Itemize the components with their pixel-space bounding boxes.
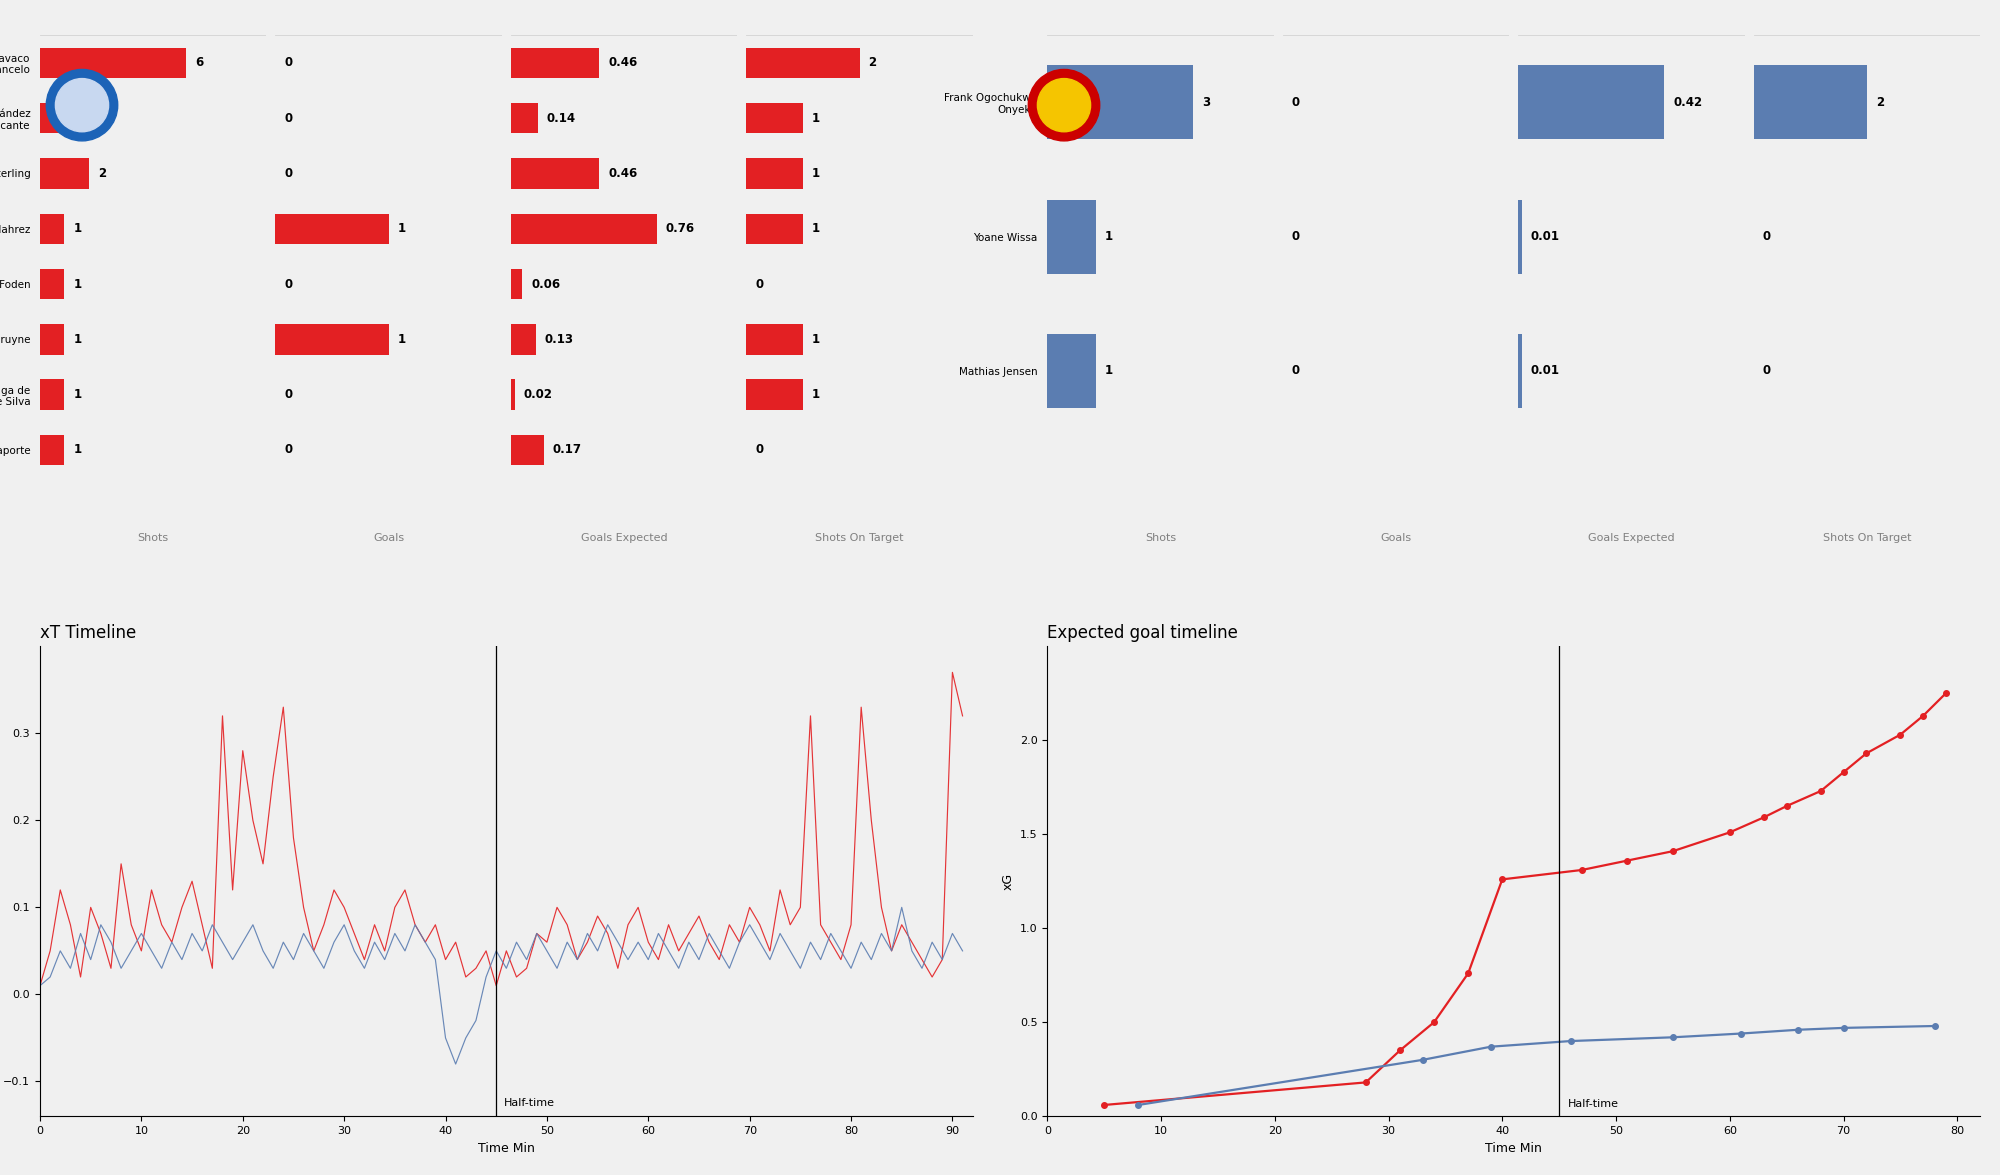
Text: 0: 0 [284,56,292,69]
Text: Half-time: Half-time [1568,1099,1620,1109]
Text: 0: 0 [756,443,764,456]
Text: 0.17: 0.17 [552,443,582,456]
Text: Shots On Target: Shots On Target [816,533,904,544]
Text: 0.46: 0.46 [608,167,638,180]
Text: Half-time: Half-time [504,1097,556,1108]
Text: 2: 2 [98,112,106,125]
Bar [40,324,64,355]
Text: 2: 2 [868,56,876,69]
Bar [276,214,388,244]
Text: 1: 1 [74,277,82,290]
Bar [40,103,88,134]
Text: 0.13: 0.13 [544,333,574,345]
Text: Shots: Shots [1144,533,1176,544]
Bar [510,435,544,465]
Text: Shots: Shots [138,533,168,544]
X-axis label: Time Min: Time Min [478,1142,534,1155]
Text: 1: 1 [398,333,406,345]
Circle shape [1028,69,1100,141]
Text: 3: 3 [1202,96,1210,109]
Bar [510,48,600,78]
Bar [1048,334,1096,408]
Bar [40,380,64,410]
Bar [746,103,802,134]
Text: 0.01: 0.01 [1530,230,1560,243]
Text: 1: 1 [812,112,820,125]
Bar [40,269,64,300]
Text: 0: 0 [284,388,292,401]
Bar [510,159,600,189]
Text: Expected goal timeline: Expected goal timeline [1048,624,1238,642]
Text: 1: 1 [74,443,82,456]
Bar [510,103,538,134]
Bar [1754,66,1866,140]
Text: 0: 0 [1762,364,1770,377]
Text: Goals Expected: Goals Expected [1588,533,1674,544]
Text: 0: 0 [1292,96,1300,109]
Bar [1518,334,1522,408]
Text: 0: 0 [756,277,764,290]
Text: 0.42: 0.42 [1674,96,1702,109]
Text: 1: 1 [74,222,82,235]
Text: 1: 1 [1106,364,1114,377]
Text: 1: 1 [812,167,820,180]
Text: Goals: Goals [374,533,404,544]
Bar [1048,66,1194,140]
Text: 0: 0 [284,167,292,180]
Text: 1: 1 [812,222,820,235]
Text: 2: 2 [98,167,106,180]
Text: xT Timeline: xT Timeline [40,624,136,642]
Bar [746,159,802,189]
Text: 2: 2 [1876,96,1884,109]
Text: 0: 0 [284,277,292,290]
Text: 1: 1 [812,333,820,345]
Text: Shots On Target: Shots On Target [1822,533,1912,544]
Circle shape [1038,79,1090,132]
Text: 0.76: 0.76 [666,222,696,235]
Text: 0.46: 0.46 [608,56,638,69]
Bar [40,435,64,465]
Bar [510,324,536,355]
Y-axis label: xG: xG [1002,873,1014,889]
Bar [746,324,802,355]
Circle shape [56,79,108,132]
Bar [276,324,388,355]
Text: 0.01: 0.01 [1530,364,1560,377]
Bar [40,214,64,244]
Text: 0.14: 0.14 [546,112,576,125]
Bar [1518,66,1664,140]
Text: Goals: Goals [1380,533,1412,544]
Bar [1518,200,1522,274]
Text: 6: 6 [196,56,204,69]
Bar [1048,200,1096,274]
Text: 1: 1 [812,388,820,401]
Text: 0: 0 [284,443,292,456]
Text: 0.06: 0.06 [532,277,560,290]
Text: 0: 0 [1292,230,1300,243]
Text: Goals Expected: Goals Expected [580,533,668,544]
Circle shape [46,69,118,141]
X-axis label: Time Min: Time Min [1486,1142,1542,1155]
Bar [510,269,522,300]
Text: 0: 0 [284,112,292,125]
Bar [746,380,802,410]
Text: 1: 1 [74,388,82,401]
Text: 1: 1 [1106,230,1114,243]
Bar [746,214,802,244]
Text: 1: 1 [74,333,82,345]
Bar [40,48,186,78]
Text: 0: 0 [1762,230,1770,243]
Text: 0.02: 0.02 [524,388,552,401]
Text: 1: 1 [398,222,406,235]
Bar [510,380,514,410]
Bar [510,214,656,244]
Bar [746,48,860,78]
Text: 0: 0 [1292,364,1300,377]
Bar [40,159,88,189]
